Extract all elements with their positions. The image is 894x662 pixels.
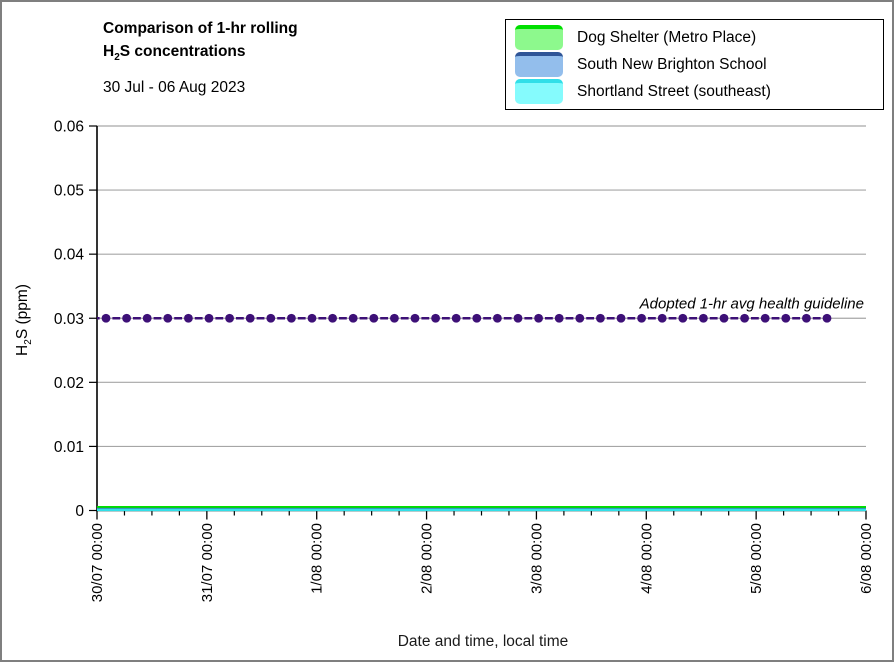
svg-text:0.02: 0.02 (54, 375, 84, 392)
legend-label: South New Brighton School (577, 55, 767, 73)
legend-swatch-blue (515, 52, 563, 77)
svg-text:30/07 00:00: 30/07 00:00 (89, 523, 106, 602)
chart-title-line2: H2S concentrations (103, 43, 246, 63)
svg-text:31/07 00:00: 31/07 00:00 (199, 523, 216, 602)
svg-text:0.04: 0.04 (54, 247, 85, 264)
svg-text:Adopted 1-hr avg health guidel: Adopted 1-hr avg health guideline (639, 295, 864, 312)
legend-item-shortland-street: Shortland Street (southeast) (515, 79, 883, 104)
x-axis-title: Date and time, local time (397, 633, 569, 650)
chart-title-line1: Comparison of 1-hr rolling (103, 20, 298, 37)
svg-text:0.03: 0.03 (54, 311, 84, 328)
subscript-2: 2 (114, 52, 120, 63)
svg-text:1/08 00:00: 1/08 00:00 (309, 523, 326, 594)
svg-text:0: 0 (75, 503, 84, 520)
legend-swatch-cyan (515, 79, 563, 104)
svg-text:0.06: 0.06 (54, 119, 84, 136)
chart-title-block: Comparison of 1-hr rolling H2S concentra… (103, 17, 298, 97)
svg-text:4/08 00:00: 4/08 00:00 (638, 523, 655, 594)
legend-label: Dog Shelter (Metro Place) (577, 28, 757, 46)
chart-legend: Dog Shelter (Metro Place) South New Brig… (505, 19, 884, 110)
chart-date-range: 30 Jul - 06 Aug 2023 (103, 79, 246, 96)
legend-swatch-green (515, 25, 563, 50)
svg-text:2/08 00:00: 2/08 00:00 (419, 523, 436, 594)
svg-text:6/08 00:00: 6/08 00:00 (858, 523, 875, 594)
svg-text:5/08 00:00: 5/08 00:00 (748, 523, 765, 594)
legend-item-dog-shelter: Dog Shelter (Metro Place) (515, 25, 883, 50)
svg-text:0.05: 0.05 (54, 183, 84, 200)
svg-text:0.01: 0.01 (54, 439, 84, 456)
svg-text:3/08 00:00: 3/08 00:00 (528, 523, 545, 594)
legend-item-south-new-brighton: South New Brighton School (515, 52, 883, 77)
legend-label: Shortland Street (southeast) (577, 82, 771, 100)
